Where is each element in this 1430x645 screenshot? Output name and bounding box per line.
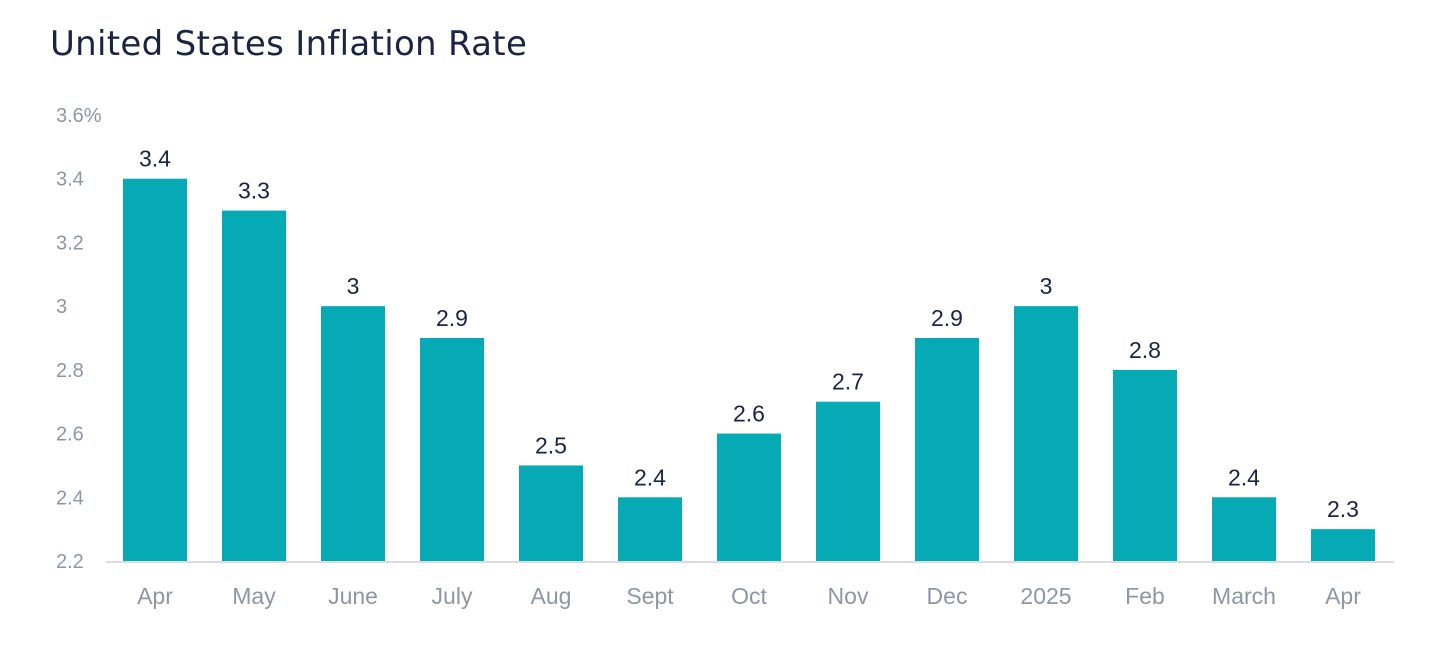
bar (915, 338, 979, 561)
x-tick-label: 2025 (1020, 583, 1071, 609)
x-tick-label: Feb (1125, 583, 1165, 609)
y-axis-ticks: 2.2 2.4 2.6 2.8 3 3.2 3.4 3.6% (56, 105, 102, 573)
y-tick-label: 3.2 (56, 232, 84, 254)
y-tick-label: 3.6% (56, 105, 102, 127)
bar (816, 401, 880, 561)
x-tick-label: Nov (828, 583, 869, 609)
bar-series (123, 178, 1375, 562)
data-label: 2.4 (634, 464, 666, 490)
data-label: 2.3 (1327, 496, 1359, 522)
data-label: 2.9 (931, 305, 963, 331)
data-label: 2.7 (832, 369, 864, 395)
x-axis-ticks: Apr May June July Aug Sept Oct Nov Dec 2025 Feb Mar… (137, 583, 1361, 609)
bar (1212, 497, 1276, 561)
bar (321, 306, 385, 561)
bar (519, 465, 583, 561)
y-tick-label: 3 (56, 296, 67, 318)
y-tick-label: 2.6 (56, 424, 84, 446)
data-label: 2.5 (535, 432, 567, 458)
data-label: 3 (1040, 273, 1053, 299)
x-tick-label: Apr (1325, 583, 1361, 609)
bar (618, 497, 682, 561)
bar (1113, 369, 1177, 561)
data-label: 3.4 (139, 146, 171, 172)
x-tick-label: March (1212, 583, 1276, 609)
x-tick-label: Oct (731, 583, 767, 609)
bar (717, 433, 781, 561)
data-labels: 3.4 3.3 3 2.9 2.5 2.4 2.6 2.7 2.9 3 2.8 2.4 2.3 (139, 146, 1359, 522)
x-tick-label: Aug (531, 583, 572, 609)
data-label: 2.4 (1228, 464, 1260, 490)
bar (123, 178, 187, 561)
data-label: 2.6 (733, 401, 765, 427)
y-tick-label: 2.2 (56, 551, 84, 573)
bar (1311, 529, 1375, 561)
chart-title: United States Inflation Rate (50, 24, 528, 64)
y-tick-label: 2.4 (56, 487, 84, 509)
x-tick-label: Dec (927, 583, 968, 609)
x-tick-label: Sept (626, 583, 674, 609)
bar (1014, 306, 1078, 561)
data-label: 3.3 (238, 178, 270, 204)
bar (222, 210, 286, 562)
data-label: 2.8 (1129, 337, 1161, 363)
data-label: 3 (347, 273, 360, 299)
x-tick-label: May (232, 583, 276, 609)
x-tick-label: July (432, 583, 473, 609)
x-tick-label: June (328, 583, 378, 609)
data-label: 2.9 (436, 305, 468, 331)
x-tick-label: Apr (137, 583, 173, 609)
y-tick-label: 3.4 (56, 169, 84, 191)
y-tick-label: 2.8 (56, 360, 84, 382)
bar (420, 338, 484, 561)
